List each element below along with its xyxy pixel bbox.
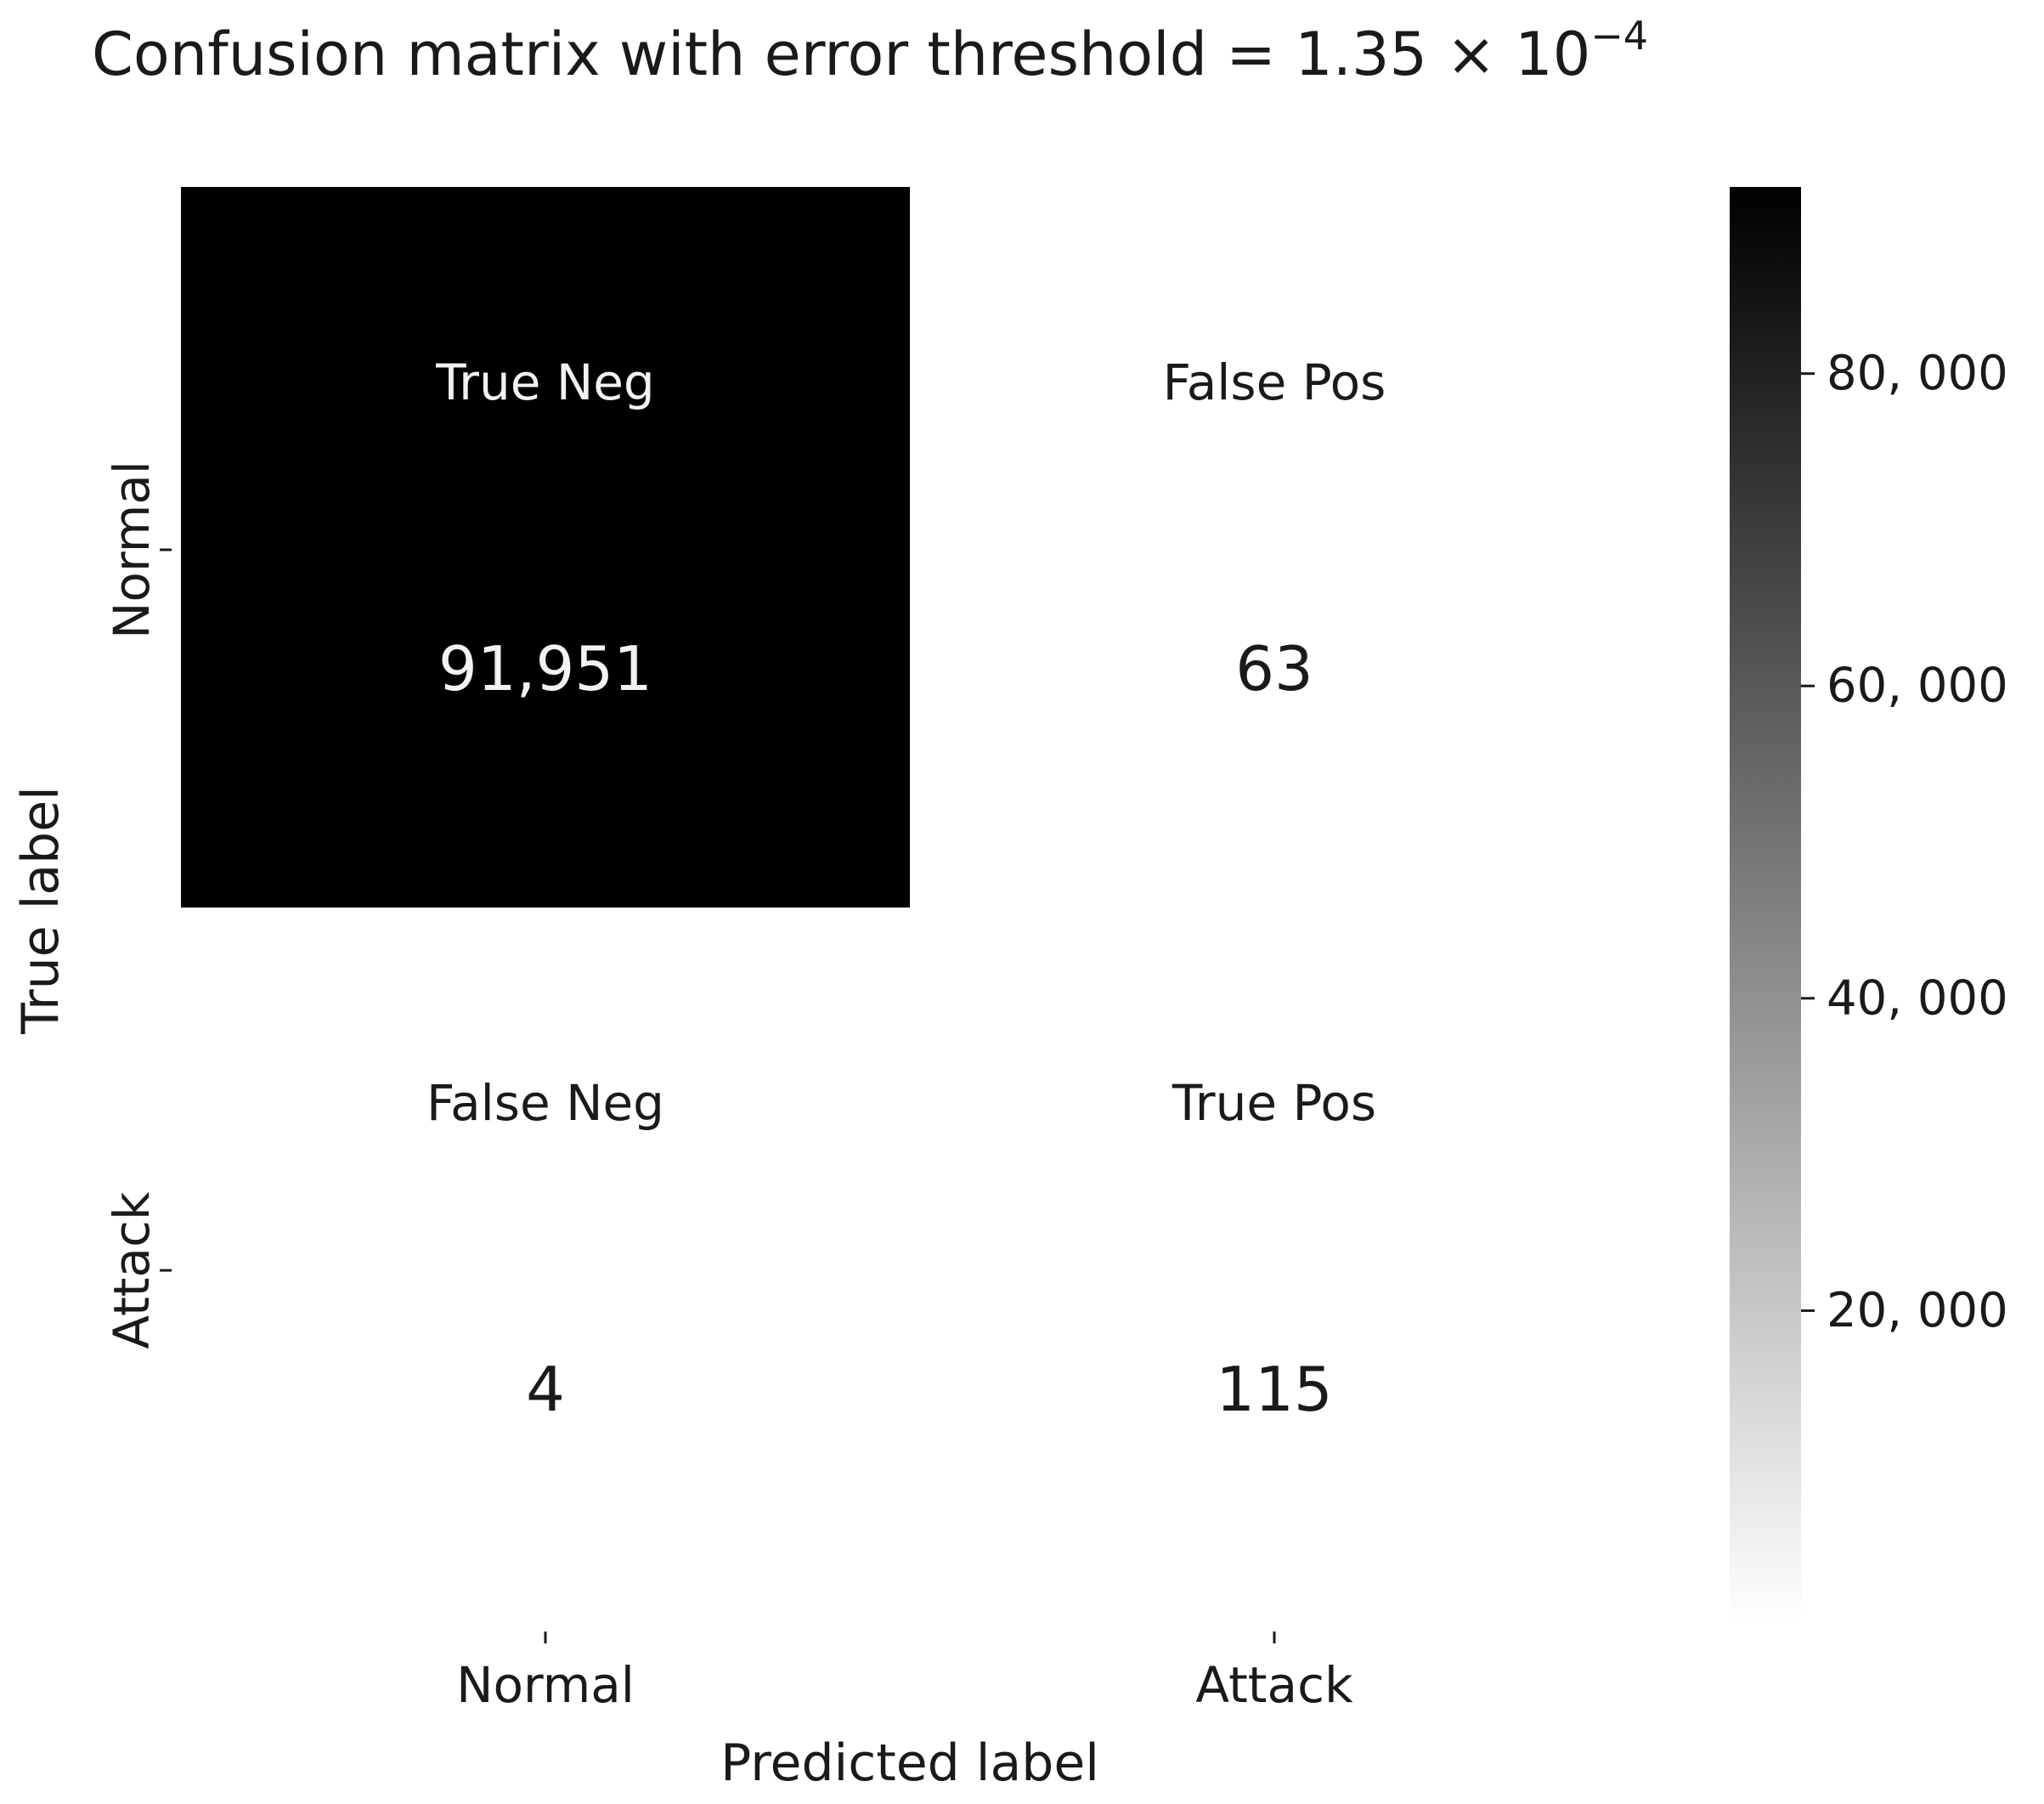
- chart-title-main: Confusion matrix with error threshold = …: [92, 20, 1590, 89]
- y-tick-label-attack: Attack: [103, 1191, 161, 1349]
- cell-value-label-1-1: 115: [1216, 1354, 1332, 1425]
- cell-value-label-0-0: 91,951: [438, 633, 652, 704]
- cell-category-label-1-0: False Neg: [426, 1074, 664, 1132]
- heatmap-cells: True Neg 91,951 False Pos 63 False Neg 4 True …: [181, 187, 1639, 1628]
- x-tick-label-attack: Attack: [1195, 1656, 1353, 1714]
- chart-title-exponent: −4: [1590, 13, 1648, 59]
- heatmap-cell-1-1: [910, 908, 1639, 1628]
- cell-category-label-0-0: True Neg: [435, 353, 655, 411]
- cell-category-label-1-1: True Pos: [1172, 1074, 1376, 1132]
- y-tick-label-normal: Normal: [103, 461, 161, 639]
- colorbar-tick-label-1: 40, 000: [1827, 970, 2008, 1026]
- heatmap-cell-0-1: [910, 187, 1639, 908]
- heatmap-cell-1-0: [181, 908, 910, 1628]
- cell-value-label-1-0: 4: [526, 1354, 565, 1425]
- y-axis-label: True label: [11, 786, 71, 1035]
- colorbar-tick-label-2: 60, 000: [1827, 659, 2008, 714]
- colorbar-tick-label-0: 20, 000: [1827, 1283, 2008, 1338]
- cell-category-label-0-1: False Pos: [1163, 353, 1386, 411]
- colorbar: [1730, 187, 1801, 1623]
- cell-value-label-0-1: 63: [1235, 633, 1313, 704]
- x-axis-label: Predicted label: [720, 1733, 1099, 1793]
- x-tick-label-normal: Normal: [456, 1656, 635, 1714]
- chart-title: Confusion matrix with error threshold = …: [92, 13, 1648, 89]
- colorbar-tick-label-3: 80, 000: [1827, 346, 2008, 401]
- colorbar-ticks: 20, 000 40, 000 60, 000 80, 000: [1801, 346, 2008, 1338]
- heatmap-cell-0-0: [181, 187, 910, 908]
